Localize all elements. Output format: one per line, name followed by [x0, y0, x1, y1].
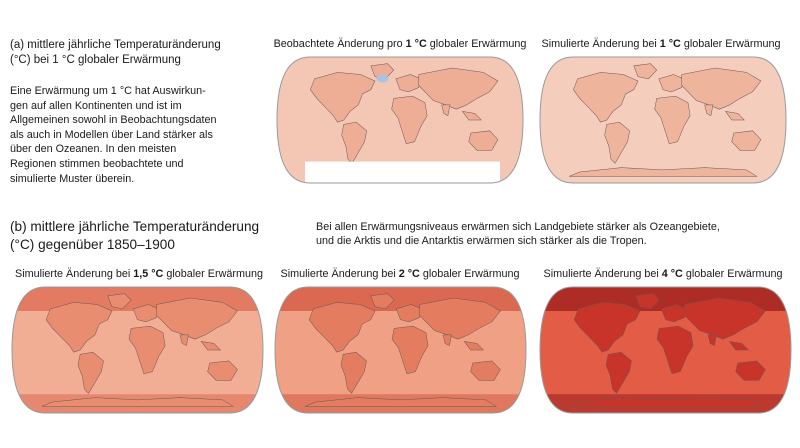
continent-north-america [310, 72, 376, 123]
continent-india [441, 104, 451, 117]
panel-a-description-line: gen auf allen Kontinenten und ist im [10, 99, 182, 112]
panel-b-note: Bei allen Erwärmungsniveaus erwärmen sic… [316, 220, 796, 248]
continent-europe [395, 74, 422, 93]
continent-antarctica [569, 397, 763, 407]
map-outline [276, 56, 524, 184]
continent-greenland [370, 293, 395, 310]
continent-australia [207, 360, 238, 381]
panel-b-note-line1: Bei allen Erwärmungsniveaus erwärmen sic… [316, 221, 720, 233]
continent-india [704, 104, 714, 117]
map-title-simulated-4c: Simulierte Änderung bei 4 °C globaler Er… [543, 268, 783, 280]
map-simulated-4c [539, 286, 792, 414]
panel-a-description-line: Eine Erwärmung um 1 °C hat Auswirkun- [10, 85, 206, 97]
continent-africa [656, 325, 694, 375]
continent-se-asia [461, 110, 482, 121]
panel-a-title-line2: (°C) bei 1 °C globaler Erwärmung [10, 54, 181, 66]
continent-se-asia [200, 340, 221, 351]
panel-b-note-line2: und die Arktis und die Antarktis erwärme… [316, 235, 647, 247]
continent-north-america [573, 302, 641, 353]
continent-asia [681, 67, 762, 110]
map-title-simulated-1c: Simulierte Änderung bei 1 °C globaler Er… [541, 38, 781, 50]
continent-greenland [107, 293, 132, 310]
continent-asia [156, 297, 238, 340]
continent-india [707, 334, 717, 347]
continent-antarctica [41, 397, 235, 407]
continent-north-america [308, 302, 376, 353]
continent-australia [470, 360, 501, 381]
panel-a-description-line: simulierte Muster überein. [10, 172, 135, 185]
continent-south-america [605, 351, 632, 394]
continent-south-america [77, 351, 104, 394]
panel-b-title-line1: (b) mittlere jährliche Temperaturänderun… [10, 219, 260, 234]
panel-a-description-line: Allgemeinen sowohl in Beobachtungsdaten [10, 114, 217, 127]
panel-a-title-line1: (a) mittlere jährliche Temperaturänderun… [10, 39, 221, 51]
map-simulated-1-5c [11, 286, 264, 414]
panel-a-description-line: als auch in Modellen über Land stärker a… [10, 128, 213, 141]
map-title-simulated-1-5c: Simulierte Änderung bei 1,5 °C globaler … [15, 268, 263, 280]
continent-north-america [45, 302, 113, 353]
continent-antarctica [304, 397, 498, 407]
continent-asia [684, 297, 766, 340]
continent-se-asia [463, 340, 484, 351]
continent-europe [132, 304, 160, 323]
panel-a-title: (a) mittlere jährliche Temperaturänderun… [10, 38, 260, 68]
continent-australia [735, 360, 766, 381]
continent-greenland [635, 293, 660, 310]
continent-north-america [573, 72, 639, 123]
map-outline [11, 286, 264, 414]
continent-europe [395, 304, 423, 323]
continent-australia [731, 130, 762, 151]
panel-b-title-line2: (°C) gegenüber 1850–1900 [10, 237, 175, 252]
continent-se-asia [724, 110, 745, 121]
continent-antarctica [569, 167, 758, 177]
continent-greenland [633, 63, 658, 80]
map-outline [539, 56, 787, 184]
no-data-region [305, 161, 500, 183]
panel-a-description-line: über den Ozeanen. In den meisten [10, 143, 177, 156]
map-simulated-2c [274, 286, 527, 414]
continent-africa [391, 95, 428, 145]
map-title-simulated-2c: Simulierte Änderung bei 2 °C globaler Er… [280, 268, 520, 280]
continent-india [442, 334, 452, 347]
continent-south-america [341, 121, 367, 164]
continent-africa [128, 325, 166, 375]
continent-australia [468, 130, 499, 151]
continent-greenland [370, 63, 395, 80]
continent-asia [419, 297, 501, 340]
map-observed-1c [276, 56, 524, 184]
panel-b-title: (b) mittlere jährliche Temperaturänderun… [10, 218, 310, 254]
continent-south-america [340, 351, 367, 394]
continent-south-america [604, 121, 630, 164]
panel-a-description: Eine Erwärmung um 1 °C hat Auswirkun- ge… [10, 84, 265, 186]
continent-asia [418, 67, 499, 110]
continent-europe [660, 304, 688, 323]
panel-a-description-line: Regionen stimmen beobachtete und [10, 157, 184, 170]
continent-africa [391, 325, 429, 375]
map-title-observed-1c: Beobachtete Änderung pro 1 °C globaler E… [273, 38, 527, 50]
map-outline [539, 286, 792, 414]
continent-europe [658, 74, 685, 93]
map-outline [274, 286, 527, 414]
continent-india [179, 334, 189, 347]
map-simulated-1c [539, 56, 787, 184]
cooling-spot [376, 74, 389, 83]
continent-africa [654, 95, 691, 145]
continent-se-asia [728, 340, 749, 351]
